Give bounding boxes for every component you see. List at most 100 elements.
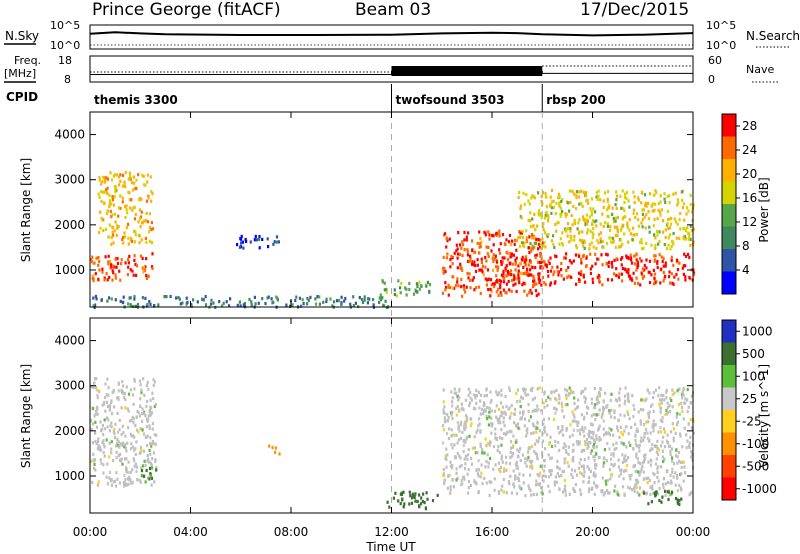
echo-cell (479, 412, 482, 416)
echo-cell (501, 260, 504, 264)
echo-cell (119, 173, 122, 177)
echo-cell (105, 272, 108, 276)
echo-cell (625, 463, 629, 468)
echo-cell (688, 441, 691, 445)
echo-cell (519, 447, 522, 451)
echo-cell (467, 276, 470, 280)
echo-cell (509, 456, 512, 460)
echo-cell (669, 281, 672, 285)
echo-cell (547, 214, 550, 218)
echo-cell (541, 439, 545, 443)
echo-cell (90, 427, 93, 431)
echo-cell (522, 272, 525, 276)
echo-cell (517, 264, 520, 268)
echo-cell (149, 175, 152, 179)
echo-cell (614, 484, 617, 488)
echo-cell (669, 396, 672, 400)
echo-cell (601, 413, 604, 417)
echo-cell (524, 457, 527, 461)
echo-cell (126, 407, 129, 411)
echo-cell (508, 288, 511, 292)
echo-cell (632, 211, 635, 216)
echo-cell (123, 391, 126, 396)
echo-cell (678, 502, 681, 506)
echo-cell (458, 409, 461, 413)
echo-cell (613, 409, 616, 413)
echo-cell (537, 440, 540, 444)
echo-cell (645, 491, 648, 495)
echo-cell (586, 231, 589, 235)
echo-cell (135, 440, 138, 444)
echo-cell (643, 263, 646, 268)
echo-cell (139, 404, 142, 408)
echo-cell (569, 235, 572, 239)
echo-cell (507, 240, 511, 244)
echo-cell (504, 412, 507, 416)
echo-cell (447, 437, 451, 441)
echo-cell (504, 269, 508, 273)
echo-cell (538, 209, 541, 213)
echo-cell (625, 196, 628, 201)
echo-cell (648, 270, 651, 275)
echo-cell (132, 421, 135, 425)
echo-cell (127, 409, 130, 413)
echo-cell (664, 493, 667, 497)
cpid-change-lines (391, 112, 543, 513)
echo-cell (605, 482, 608, 486)
echo-cell (116, 226, 119, 230)
echo-cell (145, 276, 148, 280)
echo-cell (626, 225, 629, 230)
echo-cell (111, 213, 114, 217)
echo-cell (637, 198, 640, 202)
echo-cell (178, 297, 181, 301)
echo-cell (684, 235, 687, 239)
echo-cell (657, 394, 660, 398)
echo-cell (538, 242, 541, 246)
echo-cell (490, 289, 493, 293)
echo-cell (91, 255, 94, 259)
echo-cell (507, 271, 510, 276)
echo-cell (500, 488, 503, 492)
echo-cell (593, 492, 596, 496)
echo-cell (600, 490, 603, 494)
echo-cell (114, 188, 117, 192)
echo-cell (635, 454, 638, 459)
echo-cell (130, 236, 133, 241)
echo-cell (499, 291, 502, 295)
echo-cell (552, 417, 556, 421)
echo-cell (544, 447, 547, 451)
echo-cell (544, 214, 547, 218)
echo-cell (580, 270, 583, 274)
echo-cell (636, 265, 639, 269)
echo-cell (671, 456, 674, 460)
echo-cell (639, 462, 642, 466)
echo-cell (128, 419, 132, 423)
echo-cell (495, 260, 499, 264)
echo-cell (603, 448, 606, 452)
echo-cell (529, 488, 532, 493)
echo-cell (676, 268, 680, 272)
echo-cell (663, 457, 666, 461)
echo-cell (602, 433, 606, 437)
echo-cell (139, 383, 142, 387)
echo-cell (671, 392, 674, 397)
echo-cell (458, 252, 461, 256)
echo-cell (116, 173, 119, 177)
echo-cell (621, 279, 624, 283)
echo-cell (102, 471, 105, 475)
echo-cell (379, 293, 382, 297)
nave-tick-bottom: 0 (708, 73, 715, 86)
echo-cell (643, 274, 646, 279)
echo-cell (531, 397, 534, 402)
echo-cell (597, 456, 600, 460)
echo-cell (555, 408, 558, 412)
echo-cell (475, 394, 478, 398)
echo-cell (459, 456, 462, 460)
echo-cell (478, 242, 481, 246)
echo-cell (106, 177, 109, 181)
echo-cell (480, 240, 483, 244)
echo-cell (675, 448, 678, 452)
echo-cell (687, 252, 690, 256)
echo-cell (535, 453, 538, 457)
echo-cell (529, 288, 532, 292)
